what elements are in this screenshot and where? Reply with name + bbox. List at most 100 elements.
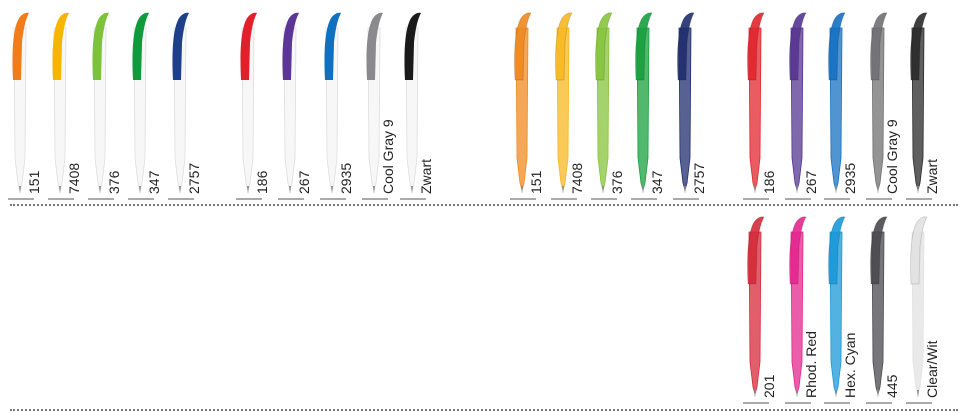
pen-clip [172, 12, 189, 80]
color-code-label: 267 [803, 170, 819, 194]
pen-tip [59, 186, 61, 194]
divider-dotted [10, 204, 958, 206]
pen-tip [373, 186, 375, 194]
pen-clip [789, 216, 807, 285]
color-code-label: Hex. Cyan [842, 332, 858, 398]
pen-tip [835, 390, 837, 398]
label-underline [48, 198, 74, 200]
pen-clip [910, 216, 928, 285]
label-underline [236, 198, 262, 200]
pen-tip [796, 390, 798, 398]
color-code-label: 201 [761, 374, 777, 398]
pen-icon [555, 12, 573, 194]
pen-icon [828, 216, 846, 398]
label-underline [362, 198, 388, 200]
pen-clip [828, 12, 846, 81]
color-code-label: 2757 [691, 162, 707, 194]
color-code-label: Rhod. Red [803, 331, 819, 398]
pen-clip [366, 12, 383, 80]
pen-icon [747, 12, 765, 194]
pen-clip [240, 12, 257, 80]
pen-swatch: 347 [124, 8, 164, 200]
color-code-label: 347 [146, 170, 162, 194]
pen-icon [324, 12, 341, 194]
pen-swatch: 2935 [316, 8, 356, 200]
label-underline [824, 198, 850, 200]
pen-swatch: 186 [739, 8, 779, 200]
pen-icon [789, 12, 807, 194]
pen-icon [282, 12, 299, 194]
label-underline [906, 402, 932, 404]
pen-tip [877, 390, 879, 398]
label-underline [168, 198, 194, 200]
pen-swatch: 267 [781, 8, 821, 200]
pen-swatch: 7408 [44, 8, 84, 200]
pen-swatch: Cool Gray 9 [358, 8, 398, 200]
pen-clip [677, 12, 695, 81]
color-code-label: 151 [26, 170, 42, 194]
color-code-label: 186 [761, 170, 777, 194]
pen-tip [289, 186, 291, 194]
pen-clip [910, 12, 928, 81]
pen-swatch: Cool Gray 9 [862, 8, 902, 200]
pen-swatch: 2757 [164, 8, 204, 200]
label-underline [673, 198, 699, 200]
pen-tip [877, 186, 879, 194]
label-underline [88, 198, 114, 200]
pen-icon [595, 12, 613, 194]
pen-clip [132, 12, 149, 80]
color-code-label: 376 [609, 170, 625, 194]
color-code-label: 7408 [569, 162, 585, 194]
label-underline [631, 198, 657, 200]
color-code-label: Cool Gray 9 [884, 119, 900, 194]
pen-tip [602, 186, 604, 194]
pen-tip [917, 390, 919, 398]
label-underline [866, 402, 892, 404]
pen-icon [12, 12, 29, 194]
pen-icon [677, 12, 695, 194]
color-code-label: 186 [254, 170, 270, 194]
label-underline [785, 402, 811, 404]
pen-clip [635, 12, 653, 81]
pen-swatch: 347 [627, 8, 667, 200]
pen-tip [642, 186, 644, 194]
color-code-label: Zwart [924, 159, 940, 194]
pen-tip [754, 186, 756, 194]
label-underline [400, 198, 426, 200]
pen-clip [828, 216, 846, 285]
label-underline [866, 198, 892, 200]
label-underline [743, 402, 769, 404]
pen-clip [324, 12, 341, 80]
pen-swatch: 2757 [669, 8, 709, 200]
pen-icon [514, 12, 532, 194]
pen-tip [754, 390, 756, 398]
pen-clip [52, 12, 69, 80]
label-underline [785, 198, 811, 200]
pen-swatch: Clear/Wit [902, 212, 942, 404]
pen-clip [282, 12, 299, 80]
pen-tip [521, 186, 523, 194]
color-code-label: 376 [106, 170, 122, 194]
pen-swatch: 2935 [820, 8, 860, 200]
pen-swatch: 7408 [547, 8, 587, 200]
color-code-label: 2757 [186, 162, 202, 194]
pen-tip [331, 186, 333, 194]
pen-icon [747, 216, 765, 398]
color-code-label: 347 [649, 170, 665, 194]
divider-dotted [10, 409, 958, 411]
color-code-label: Clear/Wit [924, 340, 940, 398]
pen-tip [411, 186, 413, 194]
label-underline [128, 198, 154, 200]
pen-clip [595, 12, 613, 81]
pen-icon [404, 12, 421, 194]
label-underline [320, 198, 346, 200]
label-underline [278, 198, 304, 200]
pen-icon [52, 12, 69, 194]
pen-clip [404, 12, 421, 80]
pen-tip [917, 186, 919, 194]
pen-clip [747, 12, 765, 81]
label-underline [743, 198, 769, 200]
pen-swatch: 267 [274, 8, 314, 200]
pen-tip [247, 186, 249, 194]
label-underline [8, 198, 34, 200]
